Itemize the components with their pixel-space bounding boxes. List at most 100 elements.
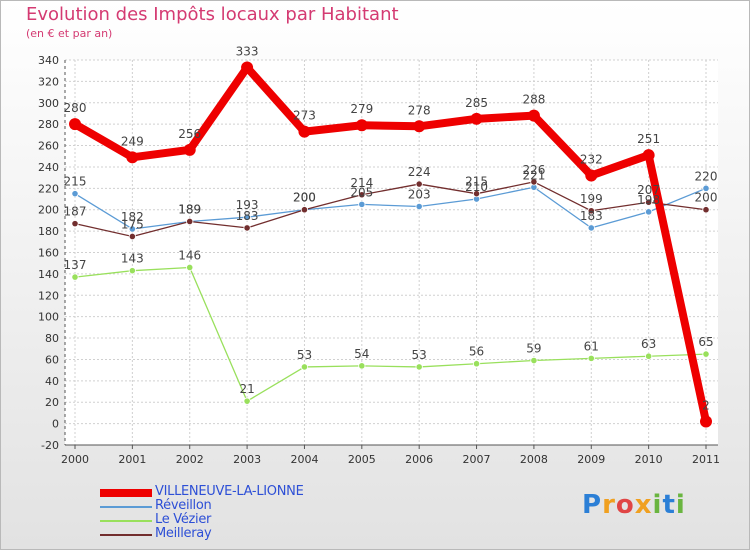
data-label: 183 bbox=[236, 209, 259, 223]
data-label: 280 bbox=[64, 101, 87, 115]
data-label: 189 bbox=[178, 202, 201, 216]
data-point bbox=[71, 190, 79, 198]
y-tick-label: 340 bbox=[38, 54, 59, 67]
legend-label: Réveillon bbox=[155, 498, 212, 513]
data-label: 175 bbox=[121, 217, 144, 231]
data-point bbox=[530, 178, 538, 186]
data-label: 2 bbox=[702, 398, 710, 412]
data-point bbox=[69, 118, 81, 131]
data-label: 193 bbox=[236, 198, 259, 212]
data-label: 21 bbox=[239, 382, 254, 396]
legend-swatch bbox=[100, 534, 152, 536]
data-point bbox=[358, 362, 366, 370]
y-tick-label: 180 bbox=[38, 225, 59, 238]
data-point bbox=[413, 120, 426, 133]
data-label: 56 bbox=[469, 345, 484, 359]
data-label: 182 bbox=[121, 210, 144, 224]
data-label: 205 bbox=[350, 185, 373, 199]
data-label: 256 bbox=[178, 127, 201, 141]
logo-letter: P bbox=[582, 490, 603, 520]
data-label: 63 bbox=[641, 337, 656, 351]
data-label: 207 bbox=[637, 183, 660, 197]
data-label: 198 bbox=[637, 193, 660, 207]
data-point bbox=[530, 356, 538, 365]
data-label: 215 bbox=[64, 175, 87, 189]
x-tick-label: 2003 bbox=[233, 453, 261, 466]
data-label: 183 bbox=[580, 209, 603, 223]
data-label: 279 bbox=[350, 102, 373, 116]
y-tick-label: 40 bbox=[45, 375, 59, 388]
data-point bbox=[702, 184, 710, 192]
logo-letter: o bbox=[615, 490, 635, 520]
data-label: 288 bbox=[522, 93, 545, 107]
data-label: 232 bbox=[580, 153, 603, 167]
x-tick-label: 2004 bbox=[290, 453, 318, 466]
y-tick-label: 120 bbox=[38, 289, 59, 302]
data-point bbox=[126, 151, 139, 164]
y-tick-label: 100 bbox=[38, 311, 59, 324]
series-line bbox=[74, 266, 707, 402]
y-tick-label: 160 bbox=[38, 247, 59, 260]
data-label: 200 bbox=[293, 191, 316, 205]
y-tick-label: 240 bbox=[38, 161, 59, 174]
y-tick-label: 140 bbox=[38, 268, 59, 281]
data-point bbox=[642, 149, 655, 162]
data-point bbox=[358, 191, 366, 199]
logo-letter: i bbox=[652, 490, 663, 520]
data-label: 143 bbox=[121, 252, 144, 266]
data-point bbox=[300, 206, 309, 214]
data-label: 226 bbox=[522, 163, 545, 177]
data-point bbox=[702, 206, 710, 214]
data-point bbox=[700, 415, 712, 428]
data-point bbox=[355, 119, 368, 132]
data-point bbox=[71, 220, 79, 228]
data-label: 61 bbox=[584, 339, 599, 353]
data-label: 210 bbox=[465, 180, 488, 194]
data-label: 220 bbox=[695, 169, 718, 183]
data-label: 53 bbox=[412, 348, 427, 362]
x-tick-label: 2010 bbox=[635, 453, 663, 466]
data-point bbox=[645, 198, 653, 206]
data-point bbox=[243, 224, 251, 232]
logo-letter: i bbox=[675, 490, 686, 520]
legend-swatch bbox=[100, 520, 152, 522]
series-line bbox=[74, 181, 707, 238]
data-label: 224 bbox=[408, 165, 431, 179]
logo-letter: t bbox=[662, 490, 676, 520]
x-tick-label: 2006 bbox=[405, 453, 433, 466]
data-point bbox=[645, 208, 653, 216]
data-point bbox=[358, 200, 366, 208]
y-tick-label: 280 bbox=[38, 118, 59, 131]
data-point bbox=[527, 109, 540, 122]
legend-swatch bbox=[100, 489, 152, 497]
y-tick-label: 300 bbox=[38, 97, 59, 110]
data-label: 189 bbox=[178, 202, 201, 216]
data-label: 59 bbox=[526, 342, 541, 356]
y-tick-label: 200 bbox=[38, 204, 59, 217]
data-point bbox=[587, 354, 595, 362]
data-label: 200 bbox=[695, 191, 718, 205]
y-tick-label: 260 bbox=[38, 140, 59, 153]
data-point bbox=[472, 360, 481, 368]
legend-label: Meilleray bbox=[155, 526, 212, 541]
legend-label: Le Vézier bbox=[155, 512, 212, 527]
data-label: 273 bbox=[293, 109, 316, 123]
x-tick-label: 2009 bbox=[577, 453, 605, 466]
data-label: 200 bbox=[293, 191, 316, 205]
chart-subtitle: (en € et par an) bbox=[26, 27, 113, 40]
data-point bbox=[128, 267, 136, 275]
data-point bbox=[128, 232, 136, 241]
x-tick-label: 2001 bbox=[118, 453, 146, 466]
data-point bbox=[186, 263, 194, 272]
data-label: 54 bbox=[354, 347, 369, 361]
data-label: 53 bbox=[297, 348, 312, 362]
x-tick-label: 2000 bbox=[61, 453, 89, 466]
data-label: 251 bbox=[637, 132, 660, 146]
data-label: 203 bbox=[408, 188, 431, 202]
legend-swatch bbox=[100, 506, 152, 508]
y-tick-label: 320 bbox=[38, 75, 59, 88]
proxiti-logo: Proxiti bbox=[582, 490, 686, 520]
logo-letter: x bbox=[634, 490, 653, 520]
data-point bbox=[128, 225, 136, 233]
data-label: 137 bbox=[64, 258, 87, 272]
